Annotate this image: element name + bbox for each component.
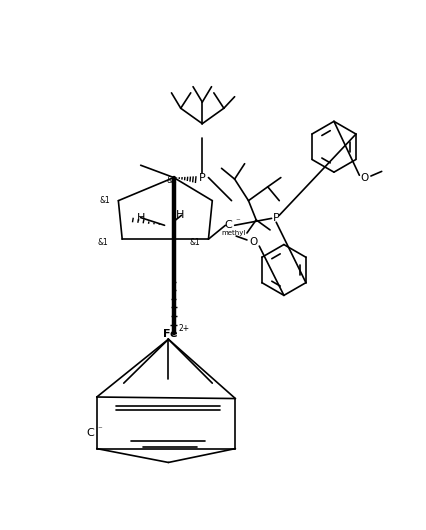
Text: &1: &1 [166,176,176,185]
Text: 2+: 2+ [178,324,189,333]
Text: O: O [360,173,368,182]
Text: ⁻: ⁻ [97,425,102,434]
Text: C: C [224,220,232,231]
Text: methyl: methyl [221,230,245,236]
Text: P: P [272,213,279,223]
Text: &1: &1 [98,238,108,247]
Text: &1: &1 [99,196,109,205]
Text: H: H [136,213,144,223]
Text: H: H [176,209,184,219]
Text: Fe: Fe [162,329,177,339]
Text: P: P [199,173,205,182]
Text: ⁻: ⁻ [235,218,239,227]
Text: C: C [86,428,94,438]
Text: &1: &1 [189,238,199,247]
Text: O: O [248,237,256,247]
